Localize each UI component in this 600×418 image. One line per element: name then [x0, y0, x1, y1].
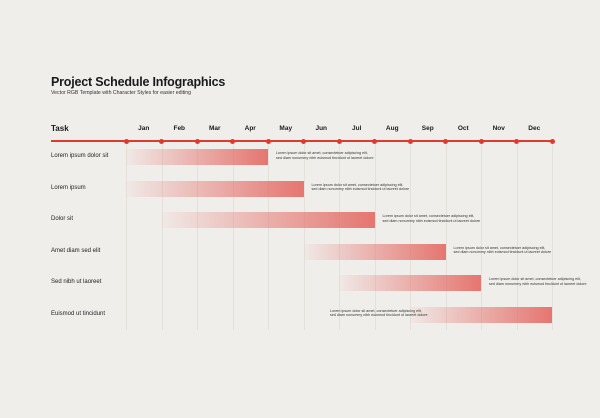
gridline: [268, 143, 269, 330]
gridline: [552, 143, 553, 330]
task-note: Lorem ipsum dolor sit amet, consectetuer…: [489, 277, 587, 286]
axis-tick-dot: [549, 138, 555, 144]
gridline: [481, 143, 482, 330]
task-note: Lorem ipsum dolor sit amet, consectetuer…: [453, 245, 552, 255]
axis-tick-dot: [159, 138, 164, 144]
task-bar: [410, 306, 552, 323]
gridline: [339, 143, 340, 330]
task-bar: [126, 180, 304, 197]
gridline: [197, 143, 198, 330]
axis-tick-dot: [478, 138, 484, 144]
month-label-may: May: [279, 125, 293, 132]
axis-tick-dot: [336, 138, 342, 144]
month-label-jul: Jul: [352, 125, 362, 132]
gridline: [126, 143, 127, 330]
task-label: Sed nibh ut laoreet: [51, 279, 102, 285]
axis-tick-dot: [372, 138, 377, 144]
task-column-header: Task: [51, 124, 69, 133]
gridline: [445, 143, 447, 330]
axis-tick-dot: [443, 138, 448, 144]
axis-tick-dot: [123, 138, 129, 144]
month-label-aug: Aug: [385, 125, 399, 132]
month-label-apr: Apr: [244, 125, 256, 132]
gridline: [516, 143, 518, 330]
gridline: [374, 143, 376, 330]
task-label: Euismod ut tincidunt: [51, 310, 106, 317]
gridline: [161, 143, 163, 330]
axis-tick-dot: [230, 138, 235, 144]
axis-tick-dot: [301, 138, 306, 144]
chart-subtitle: Vector RGB Template with Character Style…: [51, 90, 192, 96]
month-label-jun: Jun: [315, 125, 328, 132]
month-label-dec: Dec: [528, 125, 541, 132]
month-label-nov: Nov: [492, 125, 505, 132]
axis-tick-dot: [194, 138, 200, 144]
axis-tick-dot: [265, 138, 271, 144]
task-note: Lorem ipsum dolor sit amet, consectetuer…: [330, 308, 428, 318]
task-bar: [339, 275, 481, 291]
month-label-jan: Jan: [138, 125, 150, 132]
task-label: Lorem ipsum: [51, 184, 86, 191]
task-note: Lorem ipsum dolor sit amet, consectetuer…: [276, 151, 374, 160]
task-note: Lorem ipsum dolor sit amet, consectetuer…: [311, 182, 410, 192]
task-label: Lorem ipsum dolor sit: [51, 153, 109, 159]
month-label-oct: Oct: [457, 125, 469, 132]
task-bar: [161, 212, 375, 228]
axis-tick-dot: [407, 138, 413, 144]
axis-tick-dot: [514, 138, 519, 144]
task-label: Dolor sit: [51, 216, 74, 222]
gridline: [232, 143, 234, 330]
task-bar: [303, 243, 446, 260]
gridline: [303, 143, 305, 330]
month-label-sep: Sep: [421, 125, 434, 132]
chart-title: Project Schedule Infographics: [51, 75, 226, 89]
task-bar: [126, 149, 268, 165]
month-label-feb: Feb: [173, 125, 186, 132]
task-label: Amet diam sed elit: [51, 247, 101, 254]
month-label-mar: Mar: [208, 125, 221, 132]
task-note: Lorem ipsum dolor sit amet, consectetuer…: [382, 214, 481, 223]
gridline: [410, 143, 411, 330]
